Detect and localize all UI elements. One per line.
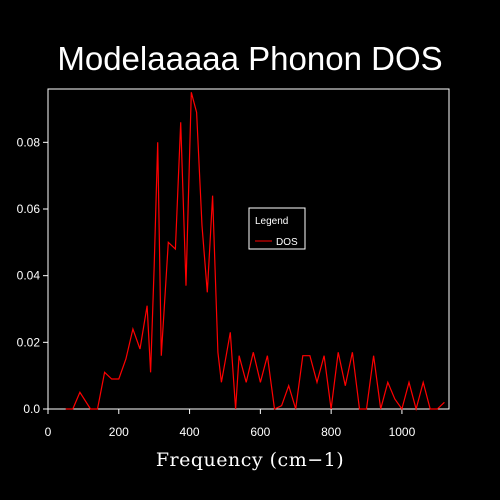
y-tick-label: 0.08 (17, 135, 41, 149)
x-tick-label: 200 (109, 425, 129, 439)
legend: Legend DOS (248, 207, 306, 250)
plot-frame (47, 88, 450, 410)
x-tick-label: 0 (45, 425, 52, 439)
y-tick-label: 0.04 (17, 269, 41, 283)
y-tick-label: 0.06 (17, 202, 41, 216)
x-axis: 0 200 400 600 800 1000 (45, 409, 416, 439)
legend-box (248, 207, 306, 250)
x-tick-label: 400 (180, 425, 200, 439)
legend-label-dos: DOS (276, 237, 298, 248)
series-line-dos (65, 92, 445, 412)
x-tick-label: 1000 (389, 425, 416, 439)
y-tick-label: 0.02 (17, 335, 41, 349)
y-tick-label: 0.0 (23, 402, 40, 416)
chart-title: Modelaaaaa Phonon DOS (57, 40, 442, 77)
x-tick-label: 600 (250, 425, 270, 439)
x-tick-label: 800 (321, 425, 341, 439)
legend-title: Legend (255, 216, 288, 227)
series-layer (65, 92, 445, 412)
x-axis-label: Frequency (cm−1) (156, 449, 344, 471)
y-axis: 0.0 0.02 0.04 0.06 0.08 (17, 135, 48, 416)
